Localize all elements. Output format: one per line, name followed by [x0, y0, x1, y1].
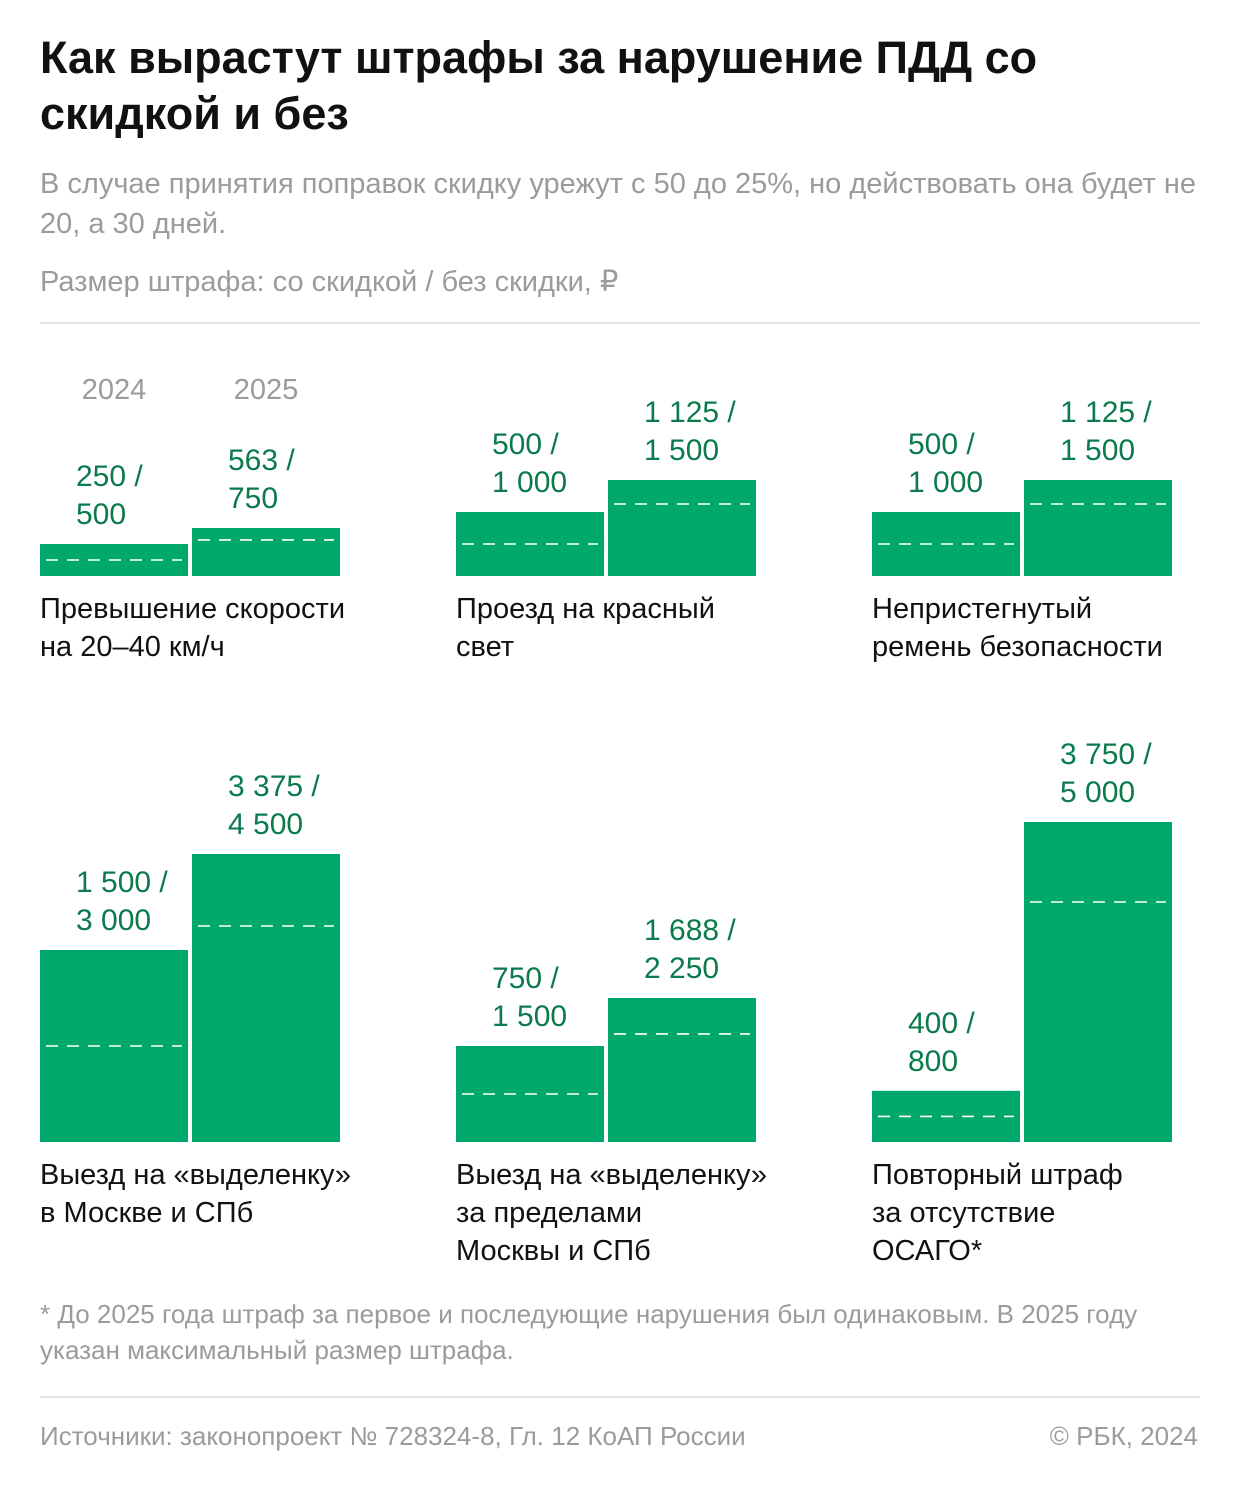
top-divider: [40, 322, 1200, 324]
bar-2025: [1024, 822, 1172, 1142]
category-label: Выезд на «выделенку»: [456, 1159, 767, 1191]
category-label: за отсутствие: [872, 1197, 1055, 1229]
bottom-divider: [40, 1396, 1200, 1398]
category-label: Москвы и СПб: [456, 1235, 651, 1267]
value-label: 750: [228, 482, 278, 515]
value-label: 5 000: [1060, 776, 1135, 809]
value-label: 250 /: [76, 460, 143, 493]
source-note: Источники: законопроект № 728324-8, Гл. …: [40, 1421, 746, 1451]
bar-2025: [1024, 480, 1172, 576]
chart-subtitle: В случае принятия поправок скидку урежут…: [40, 168, 1197, 240]
value-label: 1 125 /: [644, 396, 736, 429]
bar-chart: 250 / 500 563 / 750 Превышение скорости на 20…: [40, 374, 1172, 1267]
footnote: * До 2025 года штраф за первое и последу…: [40, 1299, 1138, 1365]
value-label: 4 500: [228, 808, 303, 841]
category-label: Проезд на красный: [456, 593, 715, 625]
category-label: Превышение скорости: [40, 593, 345, 625]
value-label: 2 250: [644, 952, 719, 985]
bar-2025: [608, 998, 756, 1142]
category-label: Непристегнутый: [872, 593, 1092, 625]
value-label: 800: [908, 1045, 958, 1078]
bar-2025: [192, 854, 340, 1142]
bar-2025: [192, 528, 340, 576]
value-label: 3 750 /: [1060, 738, 1152, 771]
category-label: за пределами: [456, 1197, 642, 1229]
value-label: 1 500 /: [76, 866, 168, 899]
value-label: 500: [76, 498, 126, 531]
value-label: 1 000: [492, 466, 567, 499]
year-label: 2025: [234, 374, 299, 406]
units-note: Размер штрафа: со скидкой / без скидки, …: [40, 266, 619, 298]
category-label: свет: [456, 631, 514, 663]
category-label: Выезд на «выделенку»: [40, 1159, 351, 1191]
year-label: 2024: [82, 374, 147, 406]
value-label: 500 /: [908, 428, 975, 461]
value-label: 1 500: [644, 434, 719, 467]
value-label: 3 375 /: [228, 770, 320, 803]
category-label: ОСАГО*: [872, 1235, 982, 1267]
chart-title: Как вырастут штрафы за нарушение ПДД со …: [40, 32, 1038, 139]
category-label: Повторный штраф: [872, 1159, 1123, 1191]
value-label: 1 500: [1060, 434, 1135, 467]
copyright: © РБК, 2024: [1049, 1421, 1198, 1451]
value-label: 750 /: [492, 962, 559, 995]
category-label: ремень безопасности: [872, 631, 1163, 663]
value-label: 500 /: [492, 428, 559, 461]
value-label: 1 688 /: [644, 914, 736, 947]
value-label: 563 /: [228, 444, 295, 477]
category-label: в Москве и СПб: [40, 1197, 253, 1229]
value-label: 1 125 /: [1060, 396, 1152, 429]
bar-2025: [608, 480, 756, 576]
value-label: 3 000: [76, 904, 151, 937]
value-label: 1 500: [492, 1000, 567, 1033]
value-label: 400 /: [908, 1007, 975, 1040]
value-label: 1 000: [908, 466, 983, 499]
category-label: на 20–40 км/ч: [40, 631, 225, 663]
